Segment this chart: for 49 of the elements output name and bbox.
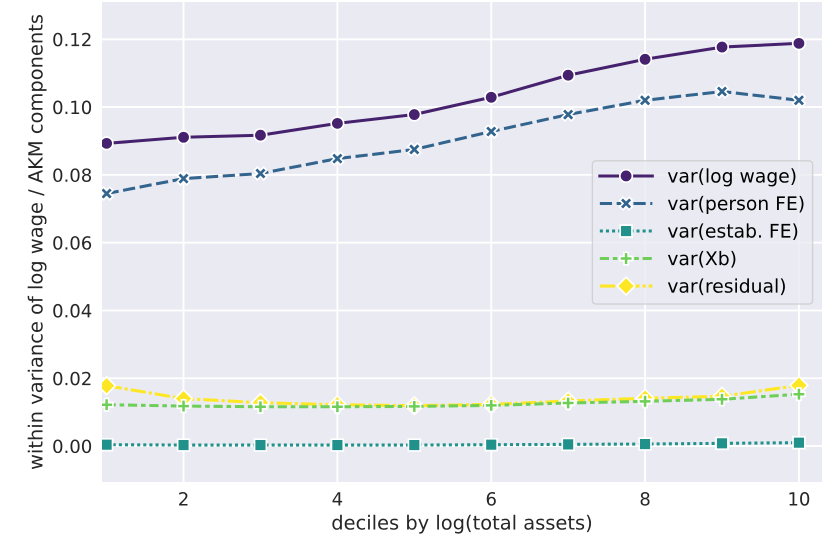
point <box>330 438 344 452</box>
point <box>638 437 652 451</box>
x-tick-label: 10 <box>789 492 810 506</box>
point <box>638 93 652 108</box>
point <box>561 68 576 82</box>
x-tick-label: 6 <box>486 492 496 506</box>
y-tick-label: 0.00 <box>53 440 92 454</box>
point <box>176 398 191 414</box>
point <box>407 107 422 122</box>
point <box>792 93 806 108</box>
point <box>714 40 730 54</box>
point <box>792 436 806 450</box>
point <box>792 387 806 402</box>
y-tick-label: 0.10 <box>53 100 92 114</box>
point <box>715 436 729 450</box>
x-tick-label: 4 <box>332 492 342 506</box>
point <box>407 142 422 157</box>
legend-label: var(residual) <box>668 278 785 296</box>
point <box>176 130 191 144</box>
point <box>330 116 344 130</box>
point <box>253 128 268 142</box>
point <box>484 124 498 139</box>
y-tick-label: 0.04 <box>53 304 92 318</box>
x-tick-label: 2 <box>179 492 188 506</box>
y-tick-label: 0.02 <box>53 372 90 386</box>
point <box>561 107 576 122</box>
legend-label: var(estab. FE) <box>668 223 798 240</box>
x-tick-label: 8 <box>640 492 650 506</box>
legend-label: var(person FE) <box>668 196 804 214</box>
point <box>714 84 730 99</box>
point <box>792 36 806 50</box>
point <box>561 438 575 452</box>
point <box>638 52 652 66</box>
point <box>484 90 498 104</box>
point <box>176 438 190 452</box>
point <box>253 400 268 414</box>
y-tick-label: 0.08 <box>53 168 92 182</box>
legend-label: var(Xb) <box>668 250 736 268</box>
point <box>408 438 422 452</box>
point <box>176 172 191 186</box>
point <box>484 438 498 452</box>
y-tick-label: 0.06 <box>53 236 92 250</box>
y-tick-label: 0.12 <box>53 32 90 46</box>
point <box>253 166 268 181</box>
legend-label: var(log wage) <box>668 168 796 186</box>
point <box>254 438 268 452</box>
x-axis-title: deciles by log(total assets) <box>332 514 592 534</box>
y-axis-title: within variance of log wage / AKM components <box>28 14 47 470</box>
point <box>330 152 344 166</box>
